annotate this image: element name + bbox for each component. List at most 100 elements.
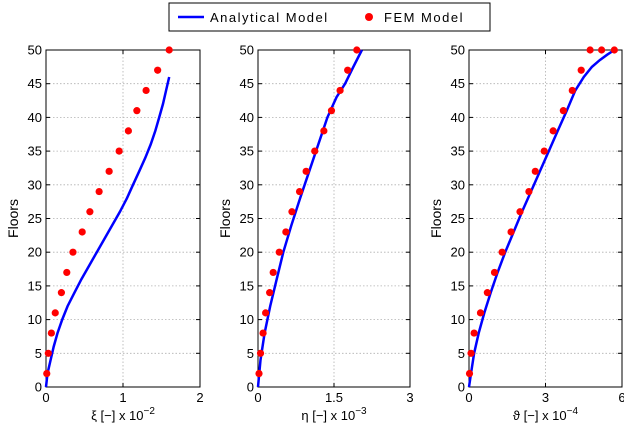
y-tick-label: 50 [451, 43, 465, 58]
fem-model-point [275, 248, 283, 256]
fem-model-point [353, 46, 361, 54]
legend: Analytical Model FEM Model [168, 2, 491, 32]
fem-model-point [549, 127, 557, 135]
chart-panel-3: 0 5 10 15 20 25 30 35 40 45 50 0 3 6 ϑ [−] x 10−4 Floor… [428, 43, 624, 424]
x-axis-label: ξ [−] x 10−2 [91, 406, 155, 423]
y-tick-label: 50 [28, 43, 42, 58]
y-tick-label: 25 [240, 211, 254, 226]
fem-model-point [598, 46, 606, 54]
y-tick-label: 50 [240, 43, 254, 58]
y-tick-label: 25 [451, 211, 465, 226]
fem-model-point [586, 46, 594, 54]
x-tick-label: 0 [465, 390, 472, 405]
x-axis-label-exponent: −4 [567, 406, 579, 417]
x-axis-label-text: ϑ [−] x 10 [513, 408, 567, 423]
y-tick-label: 15 [240, 278, 254, 293]
y-tick-label: 35 [240, 144, 254, 159]
legend-fem-label: FEM Model [384, 10, 464, 25]
fem-model-point [577, 66, 585, 74]
fem-model-point [476, 309, 485, 317]
fem-model-point [95, 187, 103, 196]
fem-model-point [531, 167, 539, 175]
x-axis-label-exponent: −2 [144, 406, 156, 417]
legend-analytical-label: Analytical Model [210, 10, 329, 25]
y-tick-label: 45 [451, 76, 465, 91]
x-tick-label: 6 [618, 390, 624, 405]
y-tick-label: 0 [458, 380, 465, 395]
legend-box [168, 2, 491, 32]
fem-model-point [142, 86, 150, 95]
y-tick-label: 35 [451, 144, 465, 159]
fem-model-point [266, 289, 274, 297]
fem-model-point [86, 208, 94, 216]
fem-model-point [269, 268, 277, 277]
fem-model-point [105, 167, 113, 175]
y-tick-label: 5 [458, 346, 465, 361]
y-tick-label: 30 [28, 177, 42, 192]
x-axis-label-text: ξ [−] x 10 [91, 408, 143, 423]
fem-model-point [288, 208, 296, 216]
fem-model-point [302, 167, 310, 175]
x-axis-label-exponent: −3 [355, 406, 367, 417]
fem-model-point [115, 147, 123, 155]
fem-model-point [516, 208, 524, 216]
fem-model-point [344, 66, 352, 74]
y-tick-label: 0 [35, 380, 42, 395]
y-tick-label: 20 [240, 245, 254, 260]
fem-model-point [43, 369, 51, 378]
fem-model-point [133, 107, 141, 115]
x-axis-label: η [−] x 10−3 [301, 406, 367, 423]
fem-model-point [51, 309, 59, 317]
y-tick-label: 25 [28, 211, 42, 226]
fem-model-point [311, 147, 319, 155]
legend-fem-swatch [365, 13, 373, 21]
x-tick-label: 3 [542, 390, 549, 405]
fem-model-point [255, 369, 263, 378]
y-tick-label: 45 [28, 76, 42, 91]
fem-model-point [465, 369, 474, 378]
x-tick-label: 2 [196, 390, 203, 405]
y-tick-label: 40 [28, 110, 42, 125]
fem-model-point [336, 86, 344, 95]
y-tick-label: 5 [35, 346, 42, 361]
fem-model-point [154, 66, 162, 74]
y-tick-label: 40 [240, 110, 254, 125]
fem-model-point [47, 329, 55, 337]
fem-model-point [610, 46, 618, 54]
y-tick-label: 0 [247, 380, 254, 395]
fem-model-point [470, 329, 478, 337]
fem-model-point [282, 228, 290, 236]
fem-model-point [63, 268, 71, 277]
y-tick-label: 10 [240, 312, 254, 327]
x-axis-label-text: η [−] x 10 [301, 408, 355, 423]
y-tick-label: 40 [451, 110, 465, 125]
fem-model-point [295, 187, 304, 196]
fem-model-point [262, 309, 270, 317]
y-tick-label: 15 [28, 278, 42, 293]
y-axis-label: Floors [217, 199, 233, 238]
chart-panel-2: 0 5 10 15 20 25 30 35 40 45 50 0 1.5 3 η [−] x 10−3 Flo… [217, 43, 414, 424]
x-tick-label: 3 [406, 390, 413, 405]
y-tick-label: 35 [28, 144, 42, 159]
fem-model-point [78, 228, 86, 236]
fem-model-point [327, 107, 336, 115]
fem-model-point [256, 349, 265, 357]
fem-model-point [540, 147, 548, 155]
x-tick-label: 0 [42, 390, 49, 405]
y-tick-label: 5 [247, 346, 254, 361]
y-tick-label: 20 [451, 245, 465, 260]
x-tick-label: 0 [254, 390, 261, 405]
x-tick-label: 1 [119, 390, 126, 405]
fem-model-point [559, 107, 567, 115]
fem-model-point [498, 248, 506, 256]
y-tick-label: 15 [451, 278, 465, 293]
y-tick-label: 10 [28, 312, 42, 327]
y-tick-label: 10 [451, 312, 465, 327]
y-tick-label: 30 [240, 177, 254, 192]
y-axis-label: Floors [5, 199, 21, 238]
chart-panel-1: 0 5 10 15 20 25 30 35 40 45 50 0 1 2 ξ [−] x 10−2 Floor… [5, 43, 204, 424]
fem-model-point [525, 187, 533, 196]
y-tick-label: 20 [28, 245, 42, 260]
